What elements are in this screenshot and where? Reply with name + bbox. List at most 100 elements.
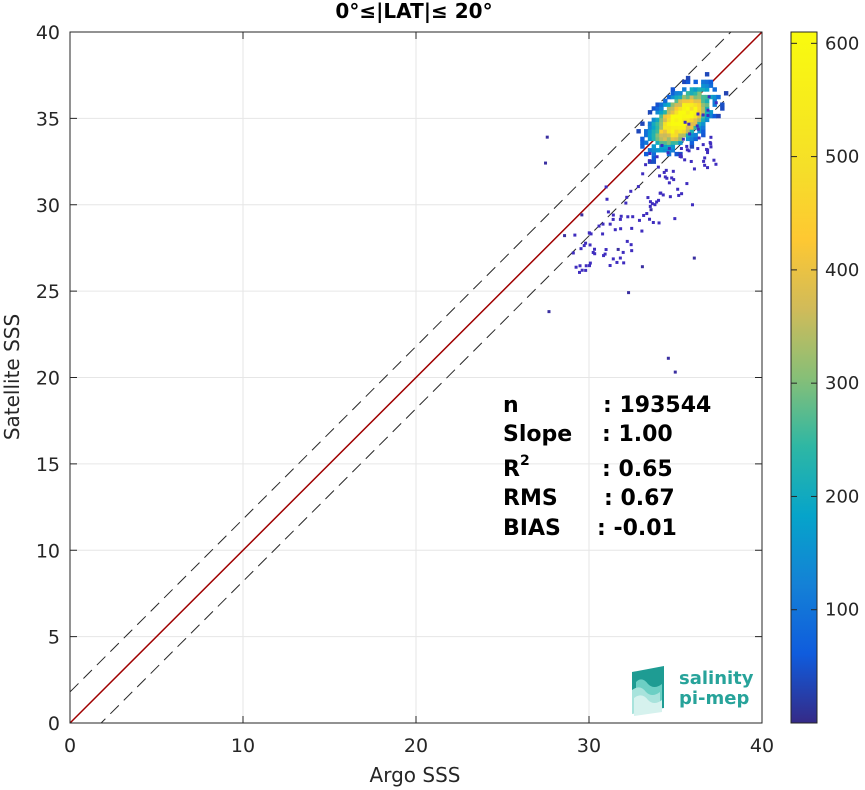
density-cell [712, 87, 717, 92]
density-cell [682, 79, 687, 85]
x-tick-labels: 0 10 20 30 40 [64, 735, 774, 757]
density-cloud [544, 72, 729, 374]
y-tick-label: 10 [36, 540, 60, 562]
colorbar-tick-label: 500 [825, 147, 859, 168]
density-cell-sparse [708, 141, 712, 145]
density-cell [682, 94, 687, 100]
density-cell-sparse [619, 214, 623, 218]
density-cell-sparse [664, 168, 668, 172]
density-cell [704, 102, 710, 107]
density-cell [712, 113, 717, 119]
density-cell [674, 136, 679, 142]
density-cell [697, 106, 702, 111]
density-cell-sparse [685, 144, 689, 148]
density-cell [678, 125, 683, 130]
density-cell-sparse [668, 195, 672, 199]
stat-rms-value: : 0.67 [604, 486, 675, 511]
density-cell-sparse [611, 257, 615, 261]
density-cell-sparse [584, 241, 588, 245]
density-cell [670, 87, 676, 92]
density-cell-sparse [640, 229, 644, 233]
density-cell-sparse [706, 166, 710, 170]
density-cell [704, 94, 710, 100]
density-cell-sparse [587, 231, 591, 235]
density-cell [666, 94, 672, 100]
density-cell [666, 113, 672, 119]
density-cell [666, 117, 672, 123]
density-cell-sparse [578, 270, 582, 274]
density-cell [685, 129, 691, 134]
density-cell [704, 117, 710, 123]
density-cell [647, 121, 653, 126]
y-tick-label: 5 [48, 627, 60, 649]
density-cell [674, 110, 679, 115]
density-cell [666, 106, 672, 111]
density-cell [640, 121, 645, 126]
density-cell [682, 102, 687, 107]
density-cell-sparse [683, 120, 687, 124]
density-cell-sparse [588, 264, 592, 268]
density-cell-sparse [688, 132, 692, 136]
density-cell [682, 106, 687, 111]
density-cell-sparse [648, 217, 652, 221]
density-cell [663, 136, 668, 142]
colorbar-tick-label: 400 [825, 260, 859, 281]
density-cell [689, 94, 695, 100]
density-cell [704, 110, 710, 115]
colorbar-tick-label: 300 [825, 373, 859, 394]
outlier-point [616, 247, 620, 251]
x-tick-label: 10 [231, 735, 255, 757]
density-cell [678, 94, 683, 100]
stat-n-label: n [503, 393, 519, 418]
density-cell [685, 125, 691, 130]
density-cell [640, 136, 645, 142]
density-cell [697, 113, 702, 119]
x-tick-label: 40 [750, 735, 774, 757]
density-cell [693, 94, 698, 100]
density-cell [651, 155, 657, 161]
density-cell [704, 87, 710, 92]
density-cell-sparse [621, 250, 625, 254]
density-cell [689, 121, 695, 126]
density-cell [640, 140, 645, 145]
density-cell [697, 110, 702, 115]
density-cell-sparse [655, 200, 659, 204]
density-cell-sparse [646, 196, 650, 200]
density-cell [659, 102, 664, 107]
density-cell-sparse [625, 239, 629, 243]
density-cell-sparse [571, 251, 575, 255]
stat-r2-label: R [503, 457, 520, 482]
x-tick-label: 20 [404, 735, 428, 757]
stat-rms-label: RMS [503, 486, 558, 511]
density-cell [697, 129, 702, 134]
density-cell-sparse [696, 127, 700, 131]
outlier-point [649, 208, 653, 212]
density-cell [674, 117, 679, 123]
density-cell [674, 113, 679, 119]
outlier-point [627, 291, 631, 295]
logo-line1: salinity [679, 668, 754, 689]
density-cell [685, 91, 691, 96]
density-cell [689, 113, 695, 119]
density-cell-sparse [642, 213, 646, 217]
density-cell [697, 87, 702, 92]
density-cell-sparse [608, 222, 612, 226]
density-cell [659, 125, 664, 130]
density-cell-sparse [593, 252, 597, 256]
density-cell-sparse [687, 149, 691, 153]
density-cell-sparse [683, 158, 687, 162]
density-cell [701, 125, 706, 130]
density-cell [651, 148, 657, 153]
density-cell [644, 132, 649, 138]
density-cell [640, 144, 645, 149]
density-cell-sparse [604, 185, 608, 189]
density-cell [655, 110, 660, 115]
density-cell [697, 98, 702, 104]
density-cell [716, 113, 721, 119]
density-cell [670, 140, 676, 145]
density-cell-sparse [685, 148, 689, 152]
density-cell-sparse [701, 143, 705, 147]
density-cell-sparse [709, 135, 713, 139]
density-cell-sparse [665, 176, 669, 180]
density-cell [666, 129, 672, 134]
